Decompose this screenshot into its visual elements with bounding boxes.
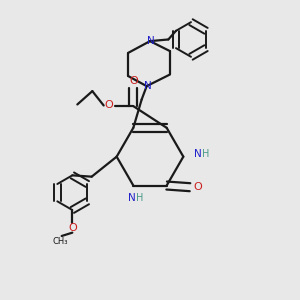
- Text: N: N: [144, 81, 152, 91]
- Text: O: O: [105, 100, 113, 110]
- Text: CH₃: CH₃: [52, 237, 68, 246]
- Text: N: N: [194, 149, 202, 159]
- Text: O: O: [129, 76, 138, 86]
- Text: N: N: [148, 36, 155, 46]
- Text: H: H: [202, 149, 209, 159]
- Text: H: H: [136, 193, 143, 203]
- Text: O: O: [68, 223, 77, 233]
- Text: N: N: [128, 193, 136, 203]
- Text: O: O: [193, 182, 202, 192]
